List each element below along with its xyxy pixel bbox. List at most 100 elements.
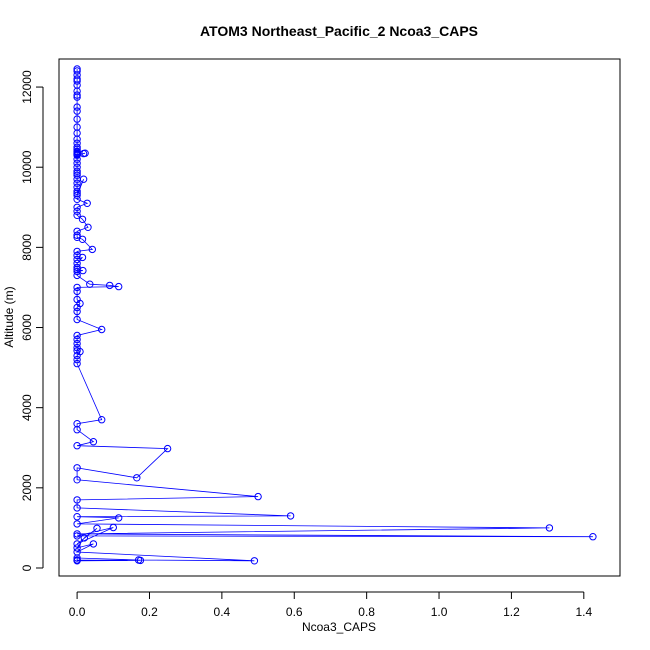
x-tick-label: 0.8 (358, 605, 375, 619)
data-point (73, 247, 81, 256)
y-tick-label: 12000 (20, 70, 34, 104)
data-point (73, 67, 81, 75)
data-point (73, 107, 81, 115)
data-point (73, 159, 81, 167)
data-point (78, 235, 87, 244)
data-point (79, 175, 88, 183)
data-point (73, 191, 81, 200)
data-point (73, 540, 81, 548)
data-point (73, 231, 81, 240)
x-tick-label: 1.2 (503, 605, 520, 619)
data-point (73, 520, 81, 528)
data-point (250, 557, 259, 565)
series-line (75, 69, 593, 562)
data-point (73, 91, 81, 99)
data-point (86, 280, 94, 288)
data-point (73, 331, 81, 340)
data-point (84, 223, 92, 232)
data-point (73, 179, 81, 187)
data-point (78, 253, 87, 262)
plot-frame (58, 58, 621, 577)
x-axis: 0.0 0.2 0.4 0.6 0.8 1.0 1.2 1.4 (69, 591, 592, 619)
data-point (73, 544, 81, 552)
data-point (73, 263, 81, 272)
data-point (73, 167, 81, 175)
data-point (88, 245, 97, 254)
data-point (589, 533, 597, 541)
data-point (136, 556, 145, 565)
data-point (73, 335, 81, 344)
x-tick-label: 0.6 (286, 605, 303, 619)
data-point (98, 416, 106, 424)
data-point (83, 199, 91, 208)
data-point (73, 315, 81, 324)
data-point (73, 115, 81, 123)
data-point (73, 287, 81, 296)
data-point (73, 135, 81, 143)
data-point (73, 103, 81, 111)
y-tick-label: 6000 (20, 314, 34, 341)
data-point (545, 524, 554, 532)
data-point (133, 474, 141, 482)
y-axis: 0 2000 4000 6000 8000 10000 12000 (20, 70, 44, 571)
data-point (73, 283, 81, 292)
data-point (106, 281, 114, 290)
data-point (109, 523, 118, 532)
data-point (73, 267, 81, 276)
data-point (80, 534, 89, 542)
data-point (89, 438, 98, 446)
data-point (73, 151, 81, 159)
data-point (286, 512, 295, 520)
data-point (73, 554, 81, 562)
y-tick-label: 4000 (20, 394, 34, 421)
data-point (73, 530, 81, 538)
data-point (73, 496, 81, 504)
data-point (73, 476, 81, 484)
data-point (79, 266, 87, 275)
y-tick-label: 2000 (20, 474, 34, 501)
data-point (98, 325, 106, 334)
data-point (115, 514, 123, 522)
data-point (254, 492, 262, 501)
data-point (93, 524, 101, 532)
data-point (73, 464, 81, 472)
y-tick-label: 0 (20, 564, 34, 571)
x-tick-label: 1.0 (431, 605, 448, 619)
data-point (73, 504, 81, 512)
data-point (73, 347, 81, 355)
data-point (78, 215, 87, 224)
data-point (73, 307, 81, 316)
data-point (73, 442, 81, 450)
data-point (73, 207, 81, 216)
y-tick-label: 8000 (20, 234, 34, 261)
data-point (73, 556, 81, 564)
data-point (73, 351, 81, 360)
x-axis-label: Ncoa3_CAPS (302, 620, 376, 634)
data-point (115, 282, 123, 291)
data-point (163, 444, 172, 453)
data-point (73, 203, 81, 212)
y-axis-label: Altitude (m) (2, 286, 16, 347)
data-point (89, 540, 98, 548)
x-tick-label: 0.2 (141, 605, 158, 619)
data-point (73, 195, 81, 204)
data-point (73, 339, 81, 348)
x-tick-label: 0.0 (69, 605, 86, 619)
data-point (73, 426, 81, 434)
series-layer (73, 65, 597, 565)
chart-title: ATOM3 Northeast_Pacific_2 Ncoa3_CAPS (200, 23, 478, 39)
data-point (73, 513, 81, 521)
data-point (73, 271, 81, 280)
data-point (81, 149, 89, 157)
data-point (73, 77, 81, 85)
data-point (73, 155, 81, 163)
data-point (73, 211, 81, 220)
data-point (73, 355, 81, 364)
data-point (73, 303, 81, 312)
data-point (73, 532, 81, 540)
x-tick-label: 1.4 (575, 605, 592, 619)
data-point (73, 93, 81, 101)
data-point (73, 187, 81, 196)
data-point (73, 359, 81, 368)
